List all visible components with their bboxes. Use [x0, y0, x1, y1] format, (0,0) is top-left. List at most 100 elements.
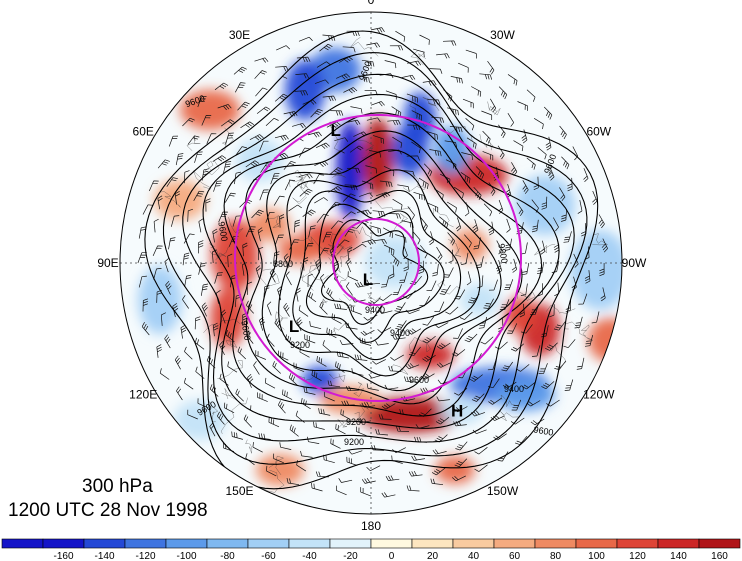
- coastline: [296, 175, 316, 189]
- colorbar-box: [247, 538, 290, 549]
- wind-barb: [436, 246, 443, 261]
- wind-barb: [315, 142, 330, 149]
- coastline: [204, 160, 220, 176]
- map-boundary: [119, 11, 623, 515]
- wind-barb: [283, 111, 298, 117]
- coastline: [328, 229, 342, 250]
- wind-barb: [342, 211, 356, 220]
- wind-barb: [426, 280, 437, 291]
- wind-barb: [436, 396, 450, 402]
- wind-barb: [591, 311, 600, 324]
- wind-barb: [439, 216, 449, 229]
- wind-barb: [383, 227, 394, 239]
- wind-barb: [256, 106, 271, 114]
- shading-blob: [440, 396, 484, 424]
- coastline: [340, 246, 353, 268]
- wind-barb: [407, 124, 421, 131]
- wind-barb: [194, 151, 203, 163]
- wind-barb: [422, 335, 436, 344]
- longitude-label: 120W: [583, 388, 615, 402]
- wind-barb: [531, 219, 539, 233]
- longitude-label: 60W: [586, 125, 611, 139]
- wind-barb: [286, 478, 300, 486]
- wind-barb: [372, 135, 385, 144]
- height-contour: [244, 130, 523, 405]
- wind-barb: [406, 93, 418, 103]
- wind-barb: [390, 354, 404, 361]
- wind-barb: [330, 110, 344, 116]
- wind-barb: [391, 106, 402, 118]
- wind-barb: [389, 265, 395, 279]
- contour-label: 9600: [216, 221, 229, 242]
- wind-barb: [488, 397, 502, 405]
- wind-barb: [216, 411, 225, 425]
- colorbar-label: -60: [261, 551, 276, 561]
- colorbar-label: -40: [302, 551, 317, 561]
- longitude-label: 150W: [487, 484, 519, 498]
- wind-barb: [314, 197, 328, 204]
- wind-barb: [148, 180, 159, 192]
- wind-barb: [334, 137, 349, 142]
- wind-barb: [292, 122, 306, 129]
- wind-barb: [378, 414, 392, 420]
- wind-barb: [309, 321, 322, 330]
- wind-barb: [212, 155, 227, 162]
- wind-barb: [164, 258, 169, 273]
- wind-barb: [298, 305, 309, 317]
- wind-barb: [336, 73, 351, 80]
- wind-barb: [357, 209, 371, 216]
- wind-barb: [227, 253, 233, 268]
- wind-barb: [489, 98, 497, 113]
- wind-barb: [289, 424, 299, 437]
- wind-barb: [405, 363, 420, 370]
- wind-barb: [318, 408, 331, 416]
- wind-barb: [245, 226, 256, 237]
- coastline: [375, 200, 411, 210]
- wind-barb: [308, 225, 316, 238]
- wind-barb: [513, 140, 524, 152]
- wind-barb: [234, 82, 246, 93]
- wind-barb: [235, 146, 247, 156]
- wind-barb: [436, 342, 451, 350]
- wind-barb: [198, 262, 206, 275]
- wind-barb: [294, 90, 309, 96]
- wind-barb: [175, 153, 184, 166]
- wind-barb: [563, 339, 576, 349]
- wind-barb: [194, 337, 205, 350]
- wind-barb: [187, 409, 198, 420]
- colorbar-label: 60: [509, 551, 521, 561]
- wind-barb: [360, 329, 375, 336]
- wind-barb: [342, 46, 356, 53]
- wind-barb: [334, 303, 347, 310]
- contour-label: 9800: [496, 243, 509, 264]
- wind-barb: [141, 322, 150, 336]
- jet-circles: [234, 114, 522, 402]
- wind-barb: [559, 125, 567, 140]
- wind-barb: [165, 280, 172, 295]
- wind-barb: [541, 196, 548, 210]
- colorbar-label: 120: [629, 551, 646, 561]
- map-disk: [120, 12, 622, 514]
- wind-barb: [584, 270, 591, 284]
- wind-barb: [344, 226, 356, 237]
- wind-barb: [259, 140, 269, 152]
- wind-barb: [193, 190, 205, 201]
- height-contour: [223, 112, 543, 417]
- wind-barb: [366, 279, 381, 285]
- wind-barb: [225, 329, 235, 343]
- wind-barb: [395, 320, 407, 330]
- wind-barb: [214, 82, 229, 91]
- wind-barb: [454, 458, 468, 468]
- wind-barb: [526, 89, 536, 102]
- contour-label: 9400: [365, 305, 385, 315]
- wind-barb: [357, 75, 370, 83]
- wind-barb: [429, 68, 443, 74]
- wind-barb: [522, 382, 536, 390]
- wind-barb: [298, 36, 313, 42]
- wind-barb: [361, 239, 376, 246]
- colorbar-label: -80: [220, 551, 235, 561]
- wind-barb: [383, 244, 395, 255]
- wind-barb: [225, 132, 234, 144]
- wind-barb: [324, 391, 335, 402]
- wind-barb: [561, 156, 570, 170]
